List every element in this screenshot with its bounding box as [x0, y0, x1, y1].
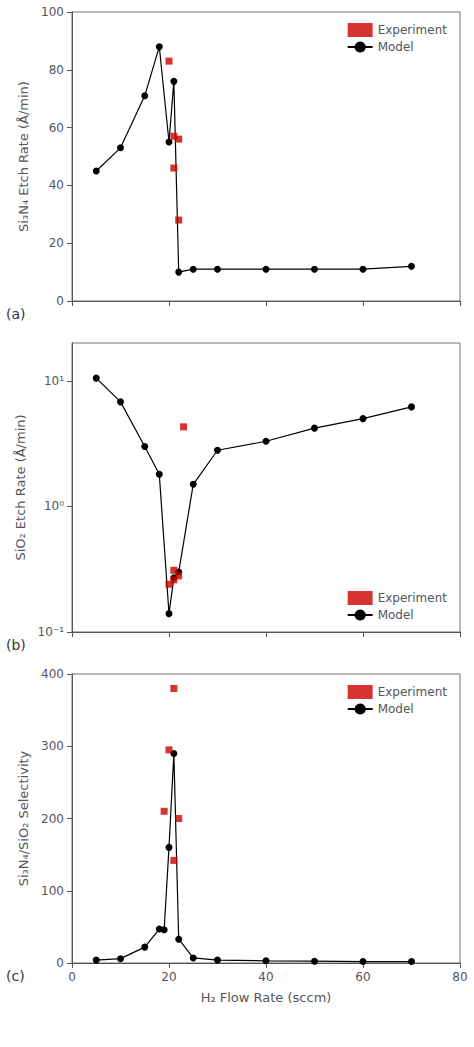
svg-text:10⁰: 10⁰ — [44, 499, 64, 513]
svg-text:10¹: 10¹ — [44, 374, 64, 388]
svg-text:60: 60 — [355, 970, 370, 984]
svg-text:80: 80 — [452, 970, 467, 984]
svg-text:300: 300 — [41, 739, 64, 753]
svg-text:Model: Model — [378, 40, 414, 54]
svg-text:Si₃N₄ Etch Rate (Å/min): Si₃N₄ Etch Rate (Å/min) — [16, 81, 31, 232]
svg-text:0: 0 — [56, 956, 64, 970]
svg-text:100: 100 — [41, 884, 64, 898]
svg-text:(a): (a) — [6, 306, 26, 322]
svg-text:Model: Model — [378, 702, 414, 716]
svg-text:10⁻¹: 10⁻¹ — [38, 625, 65, 639]
svg-text:Experiment: Experiment — [378, 591, 448, 605]
svg-text:SiO₂ Etch Rate (Å/min): SiO₂ Etch Rate (Å/min) — [13, 414, 28, 560]
svg-text:400: 400 — [41, 667, 64, 681]
svg-text:100: 100 — [41, 5, 64, 19]
svg-text:0: 0 — [68, 970, 76, 984]
svg-text:20: 20 — [161, 970, 176, 984]
svg-text:(c): (c) — [6, 968, 25, 984]
svg-text:60: 60 — [49, 121, 64, 135]
svg-text:Experiment: Experiment — [378, 685, 448, 699]
svg-text:Model: Model — [378, 608, 414, 622]
svg-text:40: 40 — [49, 178, 64, 192]
svg-text:H₂ Flow Rate (sccm): H₂ Flow Rate (sccm) — [201, 990, 332, 1005]
svg-text:Experiment: Experiment — [378, 23, 448, 37]
svg-text:200: 200 — [41, 812, 64, 826]
svg-text:(b): (b) — [6, 637, 26, 653]
svg-text:20: 20 — [49, 236, 64, 250]
svg-text:40: 40 — [258, 970, 273, 984]
svg-text:80: 80 — [49, 63, 64, 77]
svg-text:Si₃N₄/SiO₂ Selectivity: Si₃N₄/SiO₂ Selectivity — [16, 750, 31, 886]
svg-text:0: 0 — [56, 294, 64, 308]
